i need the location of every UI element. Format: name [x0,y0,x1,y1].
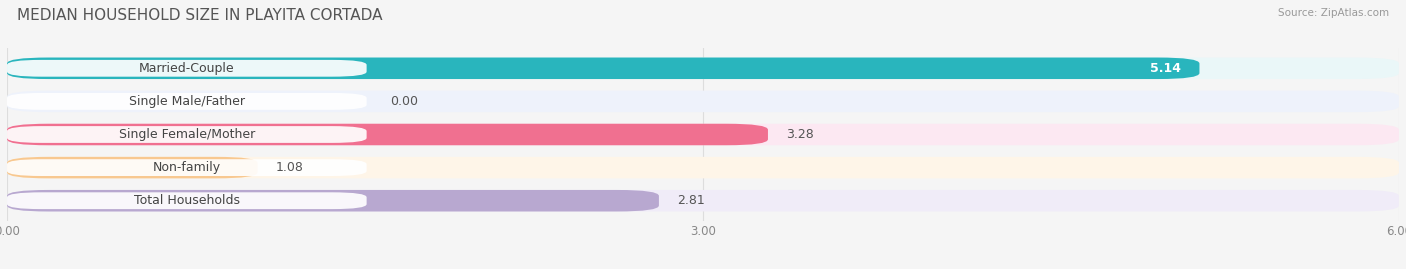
FancyBboxPatch shape [7,60,367,77]
FancyBboxPatch shape [7,124,768,145]
Text: 2.81: 2.81 [678,194,706,207]
FancyBboxPatch shape [7,126,367,143]
Text: MEDIAN HOUSEHOLD SIZE IN PLAYITA CORTADA: MEDIAN HOUSEHOLD SIZE IN PLAYITA CORTADA [17,8,382,23]
FancyBboxPatch shape [7,58,1199,79]
Text: Source: ZipAtlas.com: Source: ZipAtlas.com [1278,8,1389,18]
Text: 5.14: 5.14 [1150,62,1181,75]
Text: 1.08: 1.08 [276,161,304,174]
FancyBboxPatch shape [7,124,1399,145]
Text: Single Female/Mother: Single Female/Mother [118,128,254,141]
FancyBboxPatch shape [7,157,257,178]
FancyBboxPatch shape [7,190,1399,211]
Text: Single Male/Father: Single Male/Father [129,95,245,108]
FancyBboxPatch shape [7,159,367,176]
FancyBboxPatch shape [7,190,659,211]
FancyBboxPatch shape [7,58,1399,79]
FancyBboxPatch shape [7,192,367,209]
Text: 0.00: 0.00 [389,95,418,108]
Text: Non-family: Non-family [153,161,221,174]
FancyBboxPatch shape [7,91,1399,112]
Text: Married-Couple: Married-Couple [139,62,235,75]
Text: Total Households: Total Households [134,194,240,207]
FancyBboxPatch shape [7,93,367,110]
FancyBboxPatch shape [7,157,1399,178]
Text: 3.28: 3.28 [786,128,814,141]
